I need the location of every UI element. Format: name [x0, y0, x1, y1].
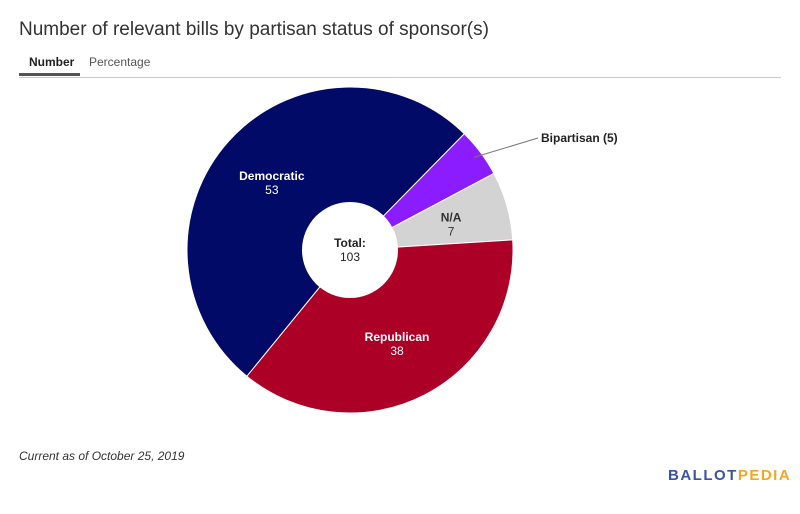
- slice-value: 38: [390, 344, 404, 358]
- slice-label: Democratic: [239, 169, 305, 183]
- chart-title: Number of relevant bills by partisan sta…: [19, 19, 489, 40]
- donut-hole: [302, 202, 398, 298]
- active-tab-indicator: [19, 73, 80, 76]
- slice-label: Republican: [365, 330, 430, 344]
- tab-number[interactable]: Number: [29, 55, 75, 69]
- leader-line: [474, 137, 539, 158]
- slice-label: N/A: [441, 210, 462, 224]
- slice-value: 7: [448, 224, 455, 238]
- footer-note: Current as of October 25, 2019: [19, 449, 185, 463]
- tab-bar: Number Percentage: [19, 53, 781, 78]
- slice-republican: [246, 239, 514, 414]
- logo-part2: PEDIA: [737, 467, 792, 484]
- center-label: Total:: [334, 236, 366, 250]
- ballotpedia-logo: BALLOTPEDIA: [668, 467, 791, 484]
- logo-part1: BALLOT: [668, 467, 738, 484]
- tab-percentage[interactable]: Percentage: [89, 55, 151, 69]
- slice-label: Bipartisan (5): [541, 131, 618, 145]
- slice-value: 53: [265, 183, 279, 197]
- center-value: 103: [340, 250, 360, 264]
